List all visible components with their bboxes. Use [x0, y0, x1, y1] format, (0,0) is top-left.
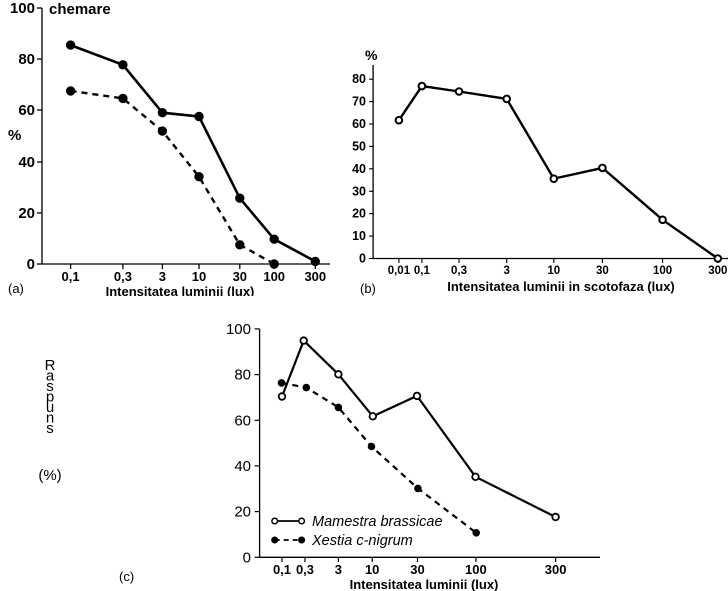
svg-text:Intensitatea luminii (lux): Intensitatea luminii (lux) — [106, 284, 255, 296]
svg-text:100: 100 — [226, 321, 251, 338]
svg-text:3: 3 — [335, 562, 342, 577]
svg-text:30: 30 — [233, 269, 247, 284]
svg-text:30: 30 — [410, 562, 424, 577]
svg-text:60: 60 — [352, 117, 366, 131]
svg-text:100: 100 — [263, 269, 285, 284]
svg-text:(c): (c) — [119, 569, 134, 584]
svg-text:%: % — [365, 47, 378, 63]
svg-text:(b): (b) — [360, 281, 376, 296]
svg-text:100: 100 — [465, 562, 487, 577]
svg-text:0,1: 0,1 — [62, 269, 80, 284]
svg-text:s: s — [46, 420, 54, 437]
svg-text:40: 40 — [352, 162, 366, 176]
svg-text:Intensitatea luminii in scotof: Intensitatea luminii in scotofaza (lux) — [447, 279, 675, 294]
svg-text:30: 30 — [596, 265, 609, 277]
svg-text:300: 300 — [708, 265, 727, 277]
svg-text:100: 100 — [653, 265, 672, 277]
svg-text:50: 50 — [352, 139, 366, 153]
svg-text:100: 100 — [10, 0, 35, 17]
svg-text:80: 80 — [234, 367, 251, 384]
svg-text:Intensitatea luminii (lux): Intensitatea luminii (lux) — [350, 577, 499, 591]
svg-text:(%): (%) — [38, 467, 61, 484]
svg-text:20: 20 — [352, 207, 366, 221]
svg-text:40: 40 — [18, 154, 35, 171]
svg-text:0,1: 0,1 — [414, 265, 431, 277]
svg-text:%: % — [8, 127, 21, 144]
svg-text:0: 0 — [243, 549, 251, 566]
svg-text:300: 300 — [304, 269, 326, 284]
svg-text:10: 10 — [192, 269, 206, 284]
svg-text:80: 80 — [352, 72, 366, 86]
svg-text:10: 10 — [365, 562, 379, 577]
svg-text:0,3: 0,3 — [296, 562, 314, 577]
svg-text:(a): (a) — [8, 281, 24, 296]
svg-text:20: 20 — [18, 205, 35, 222]
svg-text:60: 60 — [18, 102, 35, 119]
svg-text:40: 40 — [234, 458, 251, 475]
svg-text:10: 10 — [547, 265, 560, 277]
svg-text:3: 3 — [159, 269, 166, 284]
svg-text:0,01: 0,01 — [388, 265, 411, 277]
svg-text:30: 30 — [352, 184, 366, 198]
svg-text:Mamestra brassicae: Mamestra brassicae — [312, 514, 443, 530]
svg-text:10: 10 — [352, 229, 366, 243]
svg-text:0,3: 0,3 — [114, 269, 132, 284]
svg-text:20: 20 — [234, 504, 251, 521]
svg-text:chemare: chemare — [49, 1, 111, 18]
svg-text:0,3: 0,3 — [451, 265, 467, 277]
svg-text:0: 0 — [359, 252, 366, 266]
svg-text:300: 300 — [545, 562, 567, 577]
svg-text:70: 70 — [352, 95, 366, 109]
svg-text:3: 3 — [503, 265, 509, 277]
svg-text:Xestia c-nigrum: Xestia c-nigrum — [311, 533, 413, 549]
svg-text:60: 60 — [234, 412, 251, 429]
svg-text:0: 0 — [27, 256, 35, 273]
svg-text:80: 80 — [18, 51, 35, 68]
svg-text:0,1: 0,1 — [273, 562, 291, 577]
